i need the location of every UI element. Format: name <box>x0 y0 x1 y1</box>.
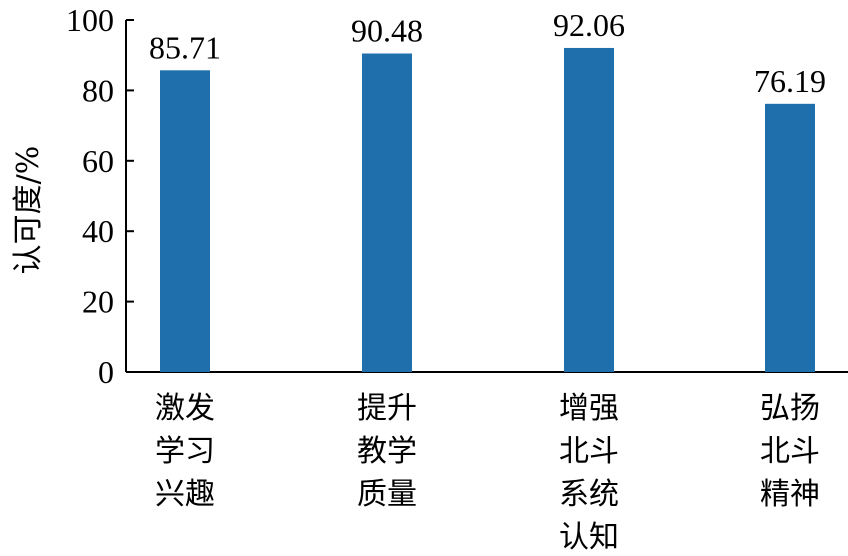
bar-value-label: 90.48 <box>351 13 423 49</box>
bar-value-label: 92.06 <box>553 7 625 43</box>
x-category-label: 系统 <box>559 477 619 512</box>
y-tick-label: 40 <box>82 213 114 249</box>
bar-value-label: 85.71 <box>149 29 221 65</box>
y-axis-ticks: 0 20 40 60 80 100 <box>66 2 134 390</box>
x-category-label: 学习 <box>155 434 215 469</box>
y-tick-label: 20 <box>82 284 114 320</box>
x-category-label: 北斗 <box>760 434 820 469</box>
y-tick-label: 60 <box>82 143 114 179</box>
y-tick-label: 100 <box>66 2 114 38</box>
x-category-label: 精神 <box>760 477 820 512</box>
x-category-label: 激发 <box>155 391 215 426</box>
bar <box>160 70 210 373</box>
x-category-label: 北斗 <box>559 434 619 469</box>
bar <box>564 47 614 373</box>
bars <box>160 47 815 373</box>
bar <box>362 53 412 372</box>
y-axis-label: 认可度/% <box>11 146 46 275</box>
x-category-label: 教学 <box>357 434 417 469</box>
value-labels: 85.71 90.48 92.06 76.19 <box>149 7 826 99</box>
bar <box>765 103 815 372</box>
x-category-label: 弘扬 <box>760 391 820 426</box>
x-category-label: 兴趣 <box>155 477 215 512</box>
x-category-label: 认知 <box>559 520 619 555</box>
bar-value-label: 76.19 <box>754 63 826 99</box>
x-category-label: 质量 <box>357 477 417 512</box>
x-category-label: 增强 <box>559 391 619 426</box>
y-tick-label: 0 <box>98 354 114 390</box>
axes <box>125 20 848 373</box>
x-category-label: 提升 <box>357 391 417 426</box>
y-tick-label: 80 <box>82 72 114 108</box>
